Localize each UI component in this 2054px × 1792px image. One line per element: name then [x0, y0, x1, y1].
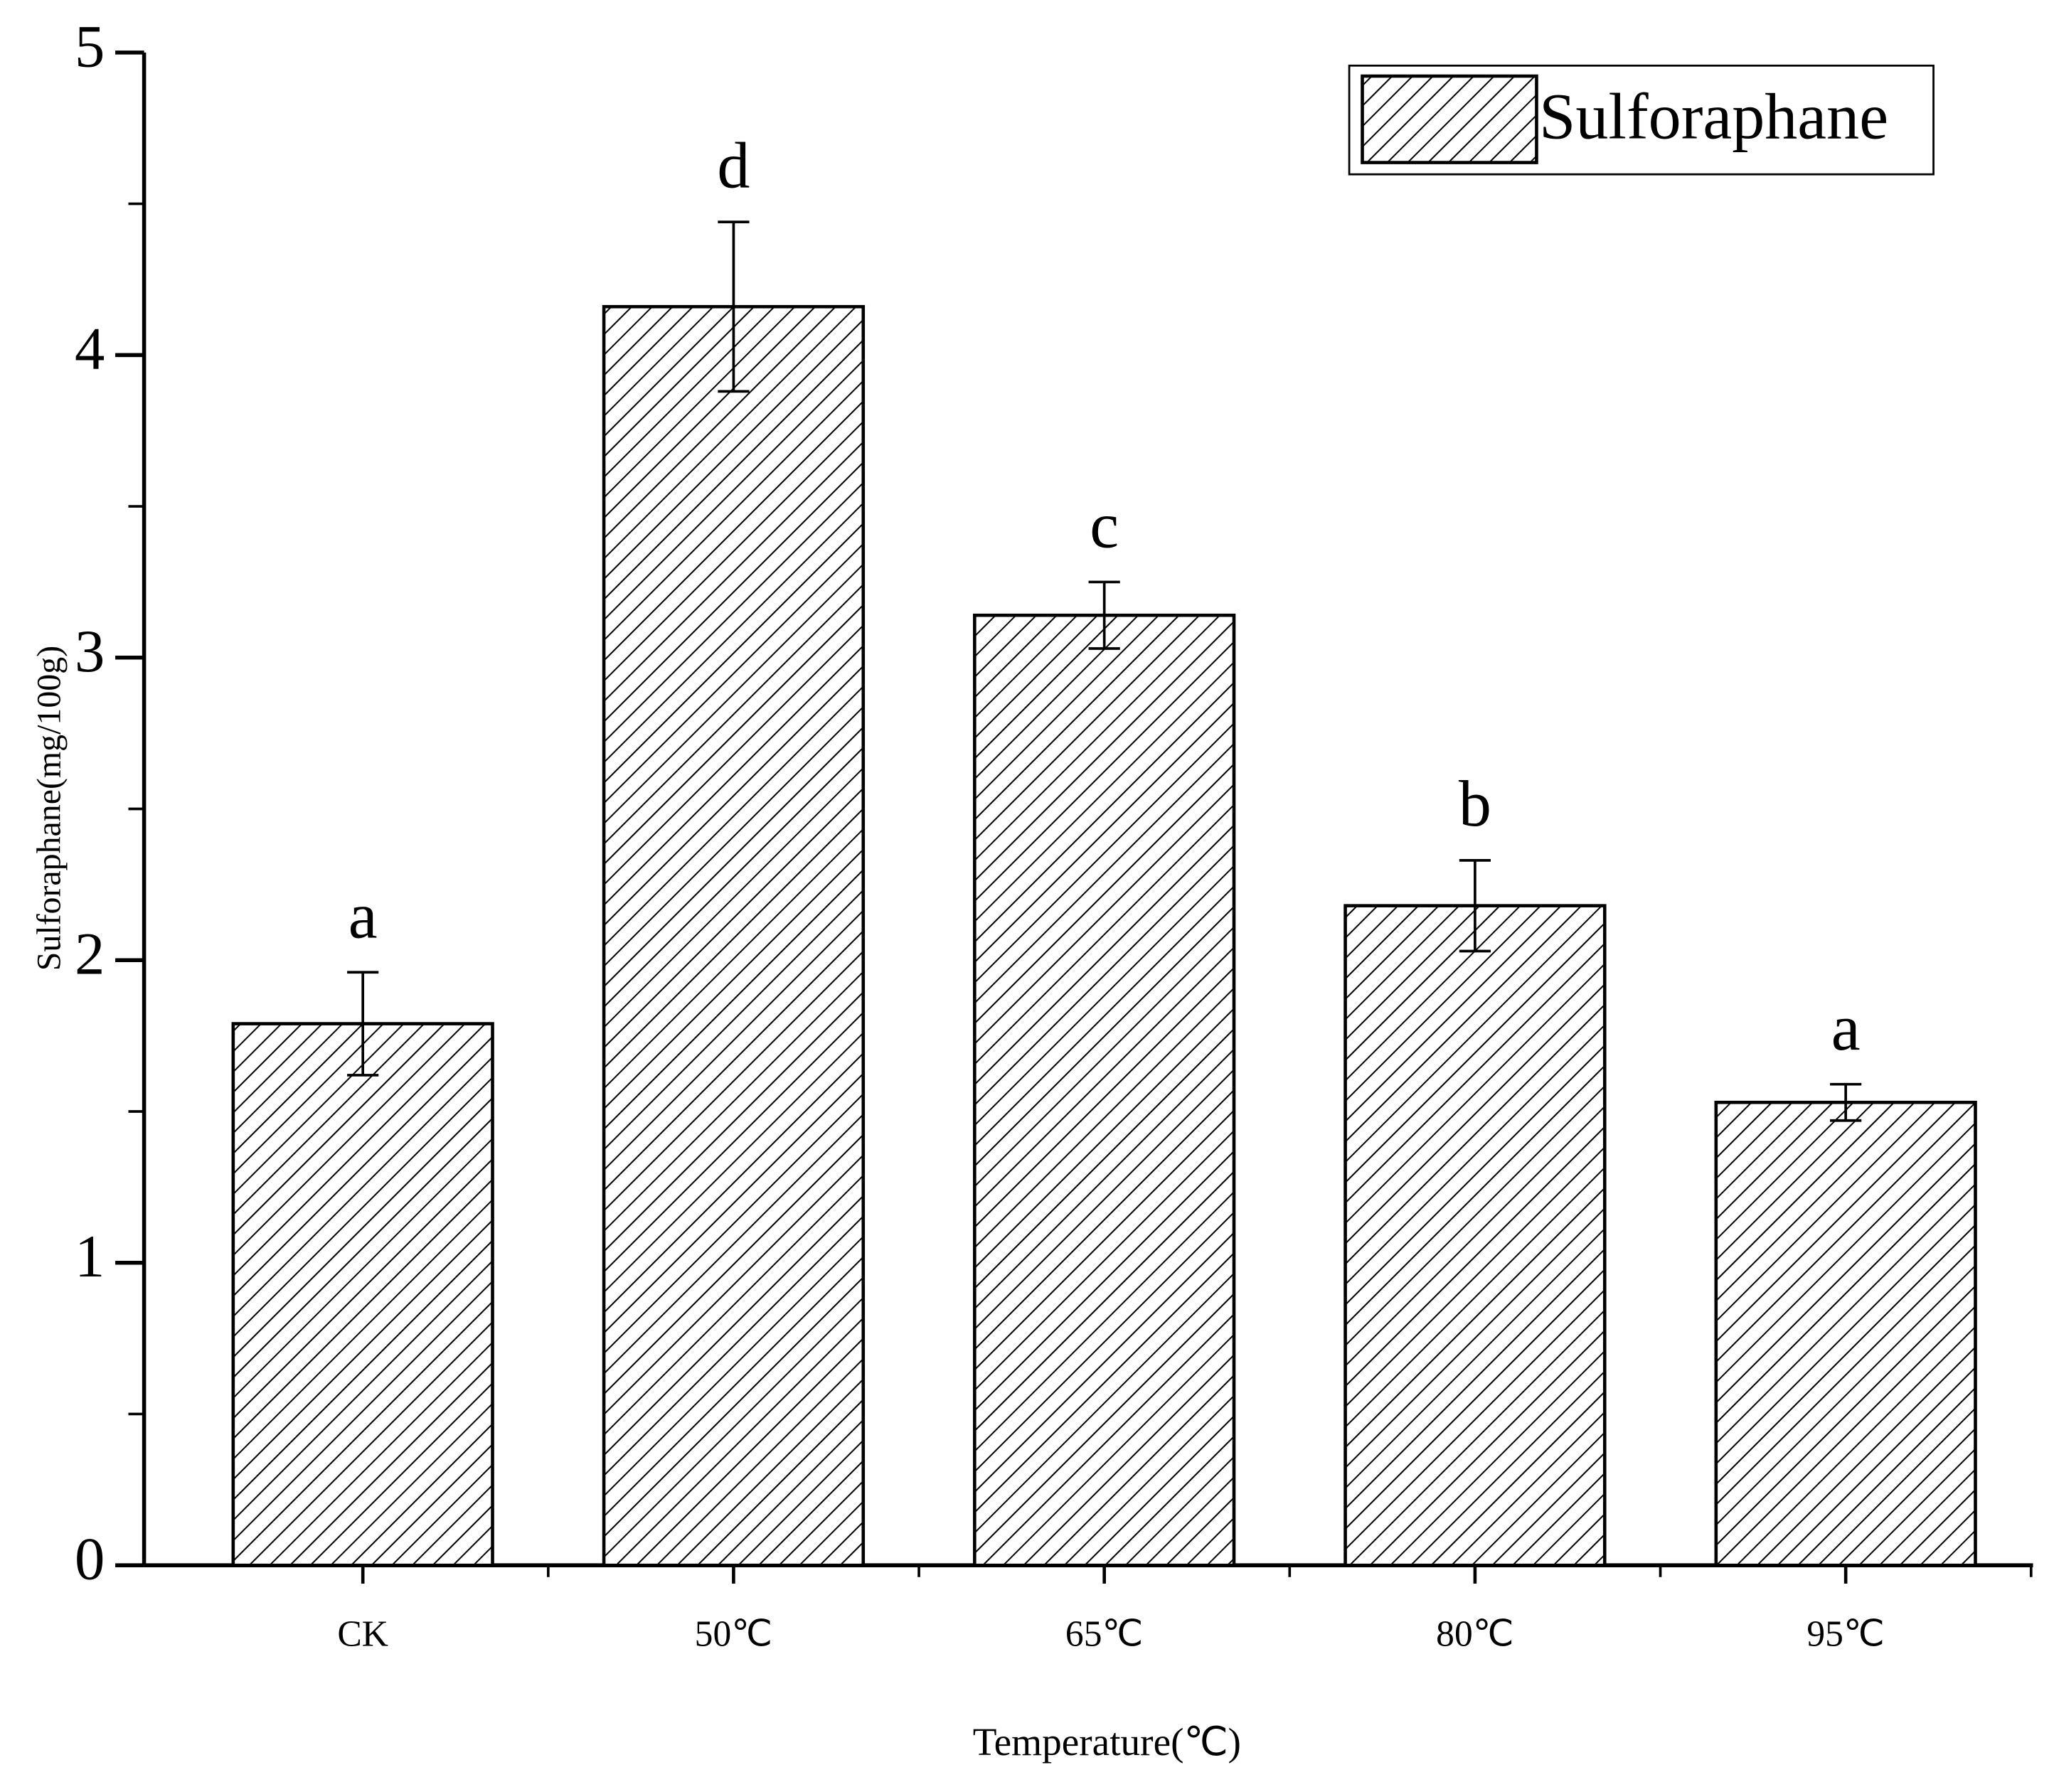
y-tick-label: 3	[75, 619, 105, 685]
x-tick-label: CK	[337, 1614, 388, 1654]
bar	[231, 1022, 494, 1567]
annotation: a	[348, 879, 378, 951]
bar	[602, 304, 866, 1567]
bar	[1714, 1100, 1977, 1567]
y-axis-title: Sulforaphane(mg/100g)	[31, 646, 68, 971]
bar	[973, 613, 1236, 1567]
x-tick-label: 50℃	[695, 1614, 772, 1654]
y-tick-label: 2	[75, 922, 105, 988]
legend-swatch	[1361, 74, 1538, 164]
y-tick-label: 4	[75, 316, 105, 383]
y-tick-label: 0	[75, 1527, 105, 1593]
x-tick-label: 80℃	[1436, 1614, 1513, 1654]
x-tick-label: 65℃	[1065, 1614, 1143, 1654]
bar	[1343, 904, 1607, 1567]
x-axis-title: Temperature(℃)	[973, 1720, 1241, 1764]
y-tick-label: 1	[75, 1224, 105, 1290]
x-tick-label: 95℃	[1806, 1614, 1884, 1654]
annotation: c	[1090, 489, 1119, 562]
annotation: a	[1831, 991, 1861, 1064]
y-tick-label: 5	[75, 14, 105, 80]
annotation: b	[1459, 767, 1491, 840]
legend-label: Sulforaphane	[1539, 80, 1888, 152]
annotation: d	[717, 129, 750, 201]
